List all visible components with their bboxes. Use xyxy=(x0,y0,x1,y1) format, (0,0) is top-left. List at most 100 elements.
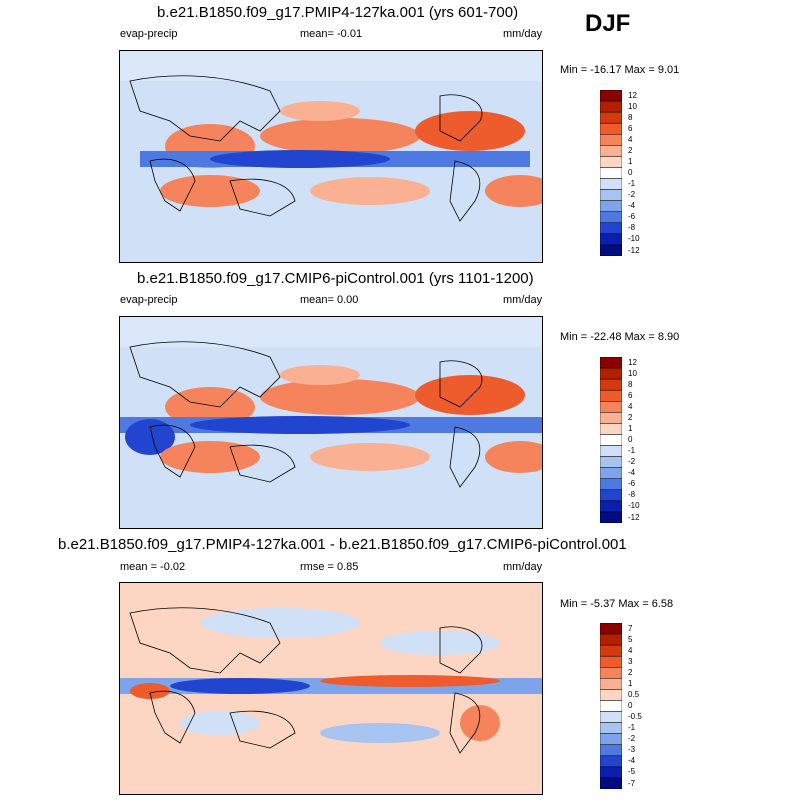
colorbar-tick-label: -1 xyxy=(628,446,636,456)
colorbar-swatch xyxy=(600,755,622,768)
colorbar-swatch xyxy=(600,423,622,435)
colorbar-tick-label: 1 xyxy=(628,156,633,166)
panel-1-map-field xyxy=(120,51,542,262)
colorbar-swatch xyxy=(600,189,622,201)
colorbar-tick-label: 7 xyxy=(628,623,633,633)
panel-3-rmse-label: rmse = 0.85 xyxy=(300,561,359,573)
colorbar-swatch xyxy=(600,623,622,635)
season-label: DJF xyxy=(585,10,631,37)
colorbar-tick-label: 4 xyxy=(628,645,633,655)
colorbar-tick-label: 0.5 xyxy=(628,689,640,699)
colorbar-swatch xyxy=(600,434,622,446)
colorbar-swatch xyxy=(600,445,622,457)
colorbar-tick-label: 2 xyxy=(628,145,633,155)
colorbar-tick-label: -2 xyxy=(628,734,636,744)
colorbar-swatch xyxy=(600,678,622,690)
colorbar-swatch xyxy=(600,711,622,723)
colorbar-tick-label: 0 xyxy=(628,435,633,444)
colorbar-swatch xyxy=(600,134,622,146)
panel-3-units-label: mm/day xyxy=(503,561,543,573)
colorbar-tick-label: 10 xyxy=(628,368,637,378)
colorbar-swatch xyxy=(600,222,622,235)
colorbar-swatch xyxy=(600,211,622,224)
colorbar-tick-label: 0 xyxy=(628,701,633,710)
colorbar-swatch xyxy=(600,233,622,246)
colorbar-swatch xyxy=(600,200,622,212)
colorbar-tick-label: 1 xyxy=(628,678,633,688)
colorbar-tick-label: -5 xyxy=(628,767,636,777)
panel-3-minmax: Min = -5.37 Max = 6.58 xyxy=(560,598,674,610)
panel-2-minmax: Min = -22.48 Max = 8.90 xyxy=(560,331,680,343)
panel-1-colorbar-swatches xyxy=(600,90,622,256)
colorbar-swatch xyxy=(600,667,622,679)
colorbar-tick-label: -3 xyxy=(628,745,636,755)
colorbar-tick-label: 4 xyxy=(628,401,633,411)
colorbar-tick-label: 4 xyxy=(628,134,633,144)
colorbar-swatch xyxy=(600,90,622,102)
colorbar-tick-label: 8 xyxy=(628,112,633,122)
panel-1-map xyxy=(119,50,543,263)
panel-3-colorbar-swatches xyxy=(600,623,622,789)
colorbar-swatch xyxy=(600,722,622,734)
colorbar-swatch xyxy=(600,777,622,789)
panel-3-title: b.e21.B1850.f09_g17.PMIP4-127ka.001 - b.… xyxy=(58,536,627,553)
colorbar-swatch xyxy=(600,478,622,491)
colorbar-swatch xyxy=(600,145,622,157)
colorbar-swatch xyxy=(600,467,622,479)
colorbar-swatch xyxy=(600,456,622,468)
panel-1-left-label: evap-precip xyxy=(120,28,178,40)
panel-2-mean-label: mean= 0.00 xyxy=(300,294,359,306)
colorbar-tick-label: -1 xyxy=(628,179,636,189)
colorbar-swatch xyxy=(600,489,622,502)
colorbar-swatch xyxy=(600,655,622,668)
panel-1-units-label: mm/day xyxy=(503,28,543,40)
colorbar-swatch xyxy=(600,401,622,413)
colorbar-swatch xyxy=(600,511,622,523)
colorbar-tick-label: -4 xyxy=(628,468,636,478)
panel-2-left-label: evap-precip xyxy=(120,294,178,306)
colorbar-tick-label: -12 xyxy=(628,245,640,255)
colorbar-swatch xyxy=(600,689,622,701)
colorbar-tick-label: 0 xyxy=(628,168,633,177)
colorbar-tick-label: -6 xyxy=(628,479,636,489)
colorbar-swatch xyxy=(600,412,622,424)
colorbar-swatch xyxy=(600,156,622,168)
colorbar-swatch xyxy=(600,367,622,380)
colorbar-swatch xyxy=(600,244,622,256)
colorbar-swatch xyxy=(600,111,622,124)
colorbar-tick-label: 2 xyxy=(628,667,633,677)
panel-3-mean-label: mean = -0.02 xyxy=(120,561,186,573)
colorbar-tick-label: -0.5 xyxy=(628,712,642,722)
panel-3-colorbar: 7 5 4 3 2 1 0.5 0 -0.5 -1 -2 -3 -4 -5 -7 xyxy=(600,623,660,789)
colorbar-tick-label: 3 xyxy=(628,656,633,666)
colorbar-tick-label: 12 xyxy=(628,357,637,367)
panel-1-mean-label: mean= -0.01 xyxy=(300,28,363,40)
colorbar-swatch xyxy=(600,633,622,646)
colorbar-swatch xyxy=(600,378,622,391)
colorbar-tick-label: -8 xyxy=(628,490,636,500)
colorbar-swatch xyxy=(600,389,622,402)
panel-2-colorbar-swatches xyxy=(600,357,622,523)
colorbar-tick-label: 6 xyxy=(628,390,633,400)
colorbar-tick-label: 10 xyxy=(628,101,637,111)
panel-3-map-field xyxy=(120,583,542,794)
colorbar-tick-label: -2 xyxy=(628,190,636,200)
colorbar-swatch xyxy=(600,733,622,745)
colorbar-tick-label: 5 xyxy=(628,634,633,644)
colorbar-swatch xyxy=(600,178,622,190)
colorbar-swatch xyxy=(600,122,622,135)
panel-2-title: b.e21.B1850.f09_g17.CMIP6-piControl.001 … xyxy=(137,270,534,287)
panel-3-map xyxy=(119,582,543,795)
colorbar-tick-label: 8 xyxy=(628,379,633,389)
colorbar-swatch xyxy=(600,700,622,712)
panel-2-colorbar: 12 10 8 6 4 2 1 0 -1 -2 -4 -6 -8 -10 -12 xyxy=(600,357,660,523)
colorbar-swatch xyxy=(600,744,622,757)
colorbar-swatch xyxy=(600,766,622,779)
colorbar-swatch xyxy=(600,644,622,657)
panel-1-colorbar: 12 10 8 6 4 2 1 0 -1 -2 -4 -6 -8 -10 -12 xyxy=(600,90,660,256)
colorbar-tick-label: -6 xyxy=(628,212,636,222)
colorbar-tick-label: 6 xyxy=(628,123,633,133)
colorbar-swatch xyxy=(600,500,622,513)
panel-2-map-field xyxy=(120,317,542,528)
colorbar-tick-label: 2 xyxy=(628,412,633,422)
